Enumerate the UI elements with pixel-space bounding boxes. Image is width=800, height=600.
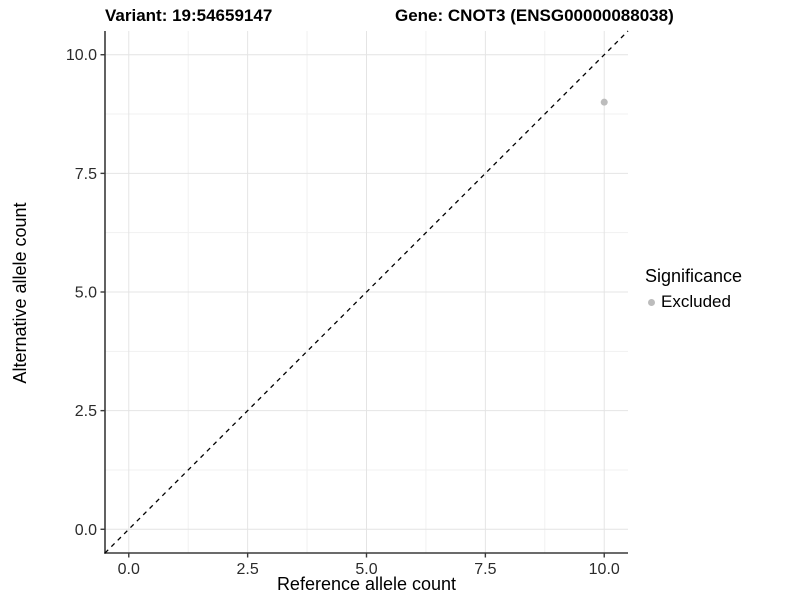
plot-title-gene: Gene: CNOT3 (ENSG00000088038): [395, 6, 674, 25]
x-tick-label: 2.5: [237, 561, 259, 578]
y-axis-title: Alternative allele count: [10, 202, 30, 384]
y-tick-label: 0.0: [75, 522, 97, 539]
plot-title-variant: Variant: 19:54659147: [105, 6, 273, 25]
y-tick-label: 10.0: [66, 47, 97, 64]
x-tick-label: 10.0: [589, 561, 620, 578]
data-point: [600, 98, 608, 106]
y-tick-label: 5.0: [75, 285, 97, 302]
y-tick-label: 2.5: [75, 403, 97, 420]
legend-item-excluded: Excluded: [645, 292, 742, 312]
x-tick-label: 0.0: [118, 561, 140, 578]
legend-point-icon: [648, 298, 655, 306]
y-tick-label: 7.5: [75, 166, 97, 183]
identity-reference-line: [104, 30, 629, 554]
x-tick-label: 7.5: [474, 561, 496, 578]
legend-item-label: Excluded: [661, 292, 731, 311]
x-axis-title: Reference allele count: [276, 574, 457, 594]
legend: Significance Excluded: [645, 266, 742, 312]
legend-title: Significance: [645, 266, 743, 286]
x-tick-label: 5.0: [355, 561, 377, 578]
